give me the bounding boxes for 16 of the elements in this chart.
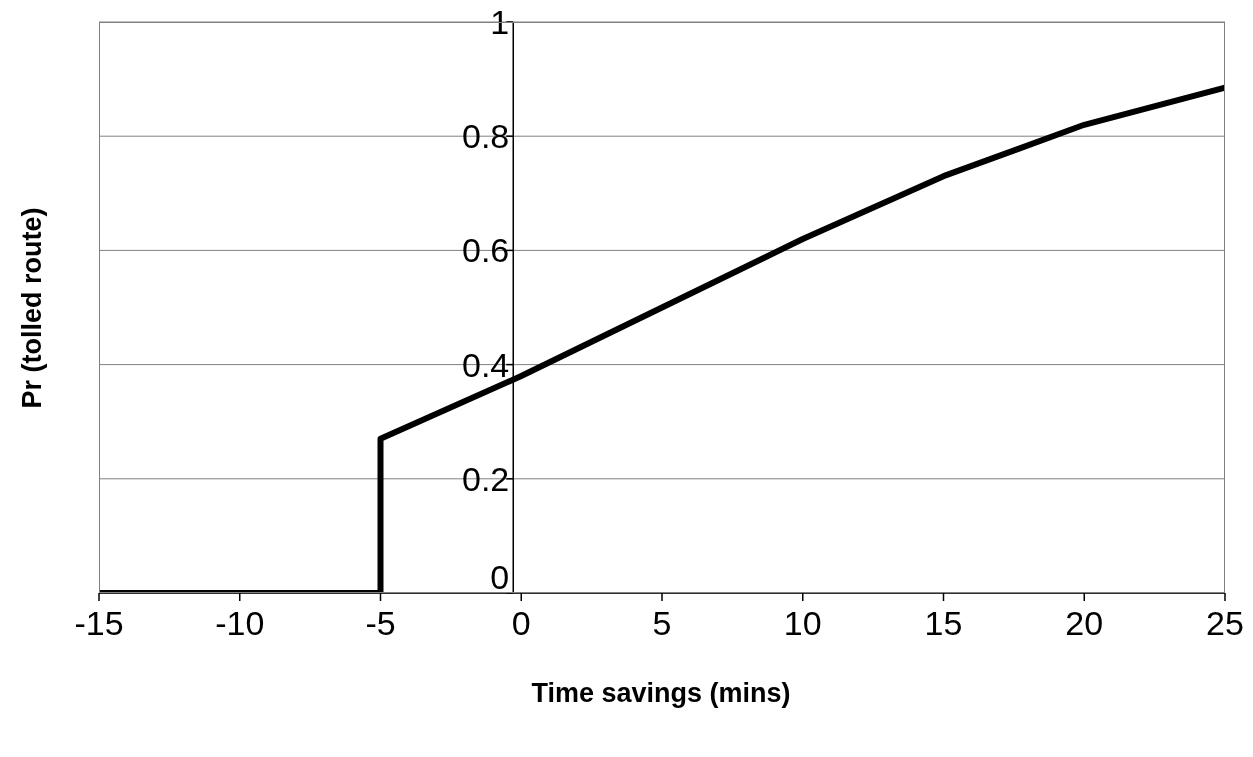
x-tick-label: 20 [1065,604,1104,643]
y-tick-label: 0.6 [461,231,510,270]
x-tick-label: 10 [783,604,822,643]
y-tick-label: 0 [490,557,510,596]
y-tick-label: 0.2 [461,459,510,498]
x-tick-label: 5 [652,604,672,643]
x-axis-title: Time savings (mins) [530,678,792,709]
y-axis-title: Pr (tolled route) [16,206,48,410]
x-tick-label: 15 [924,604,963,643]
x-tick-label: -5 [365,604,396,643]
y-tick-label: 0.8 [461,117,510,156]
x-tick-label: 25 [1206,604,1244,643]
x-tick-label: -15 [74,604,124,643]
x-tick-label: -10 [215,604,265,643]
y-tick-label: 1 [490,2,510,41]
y-tick-label: 0.4 [461,345,510,384]
